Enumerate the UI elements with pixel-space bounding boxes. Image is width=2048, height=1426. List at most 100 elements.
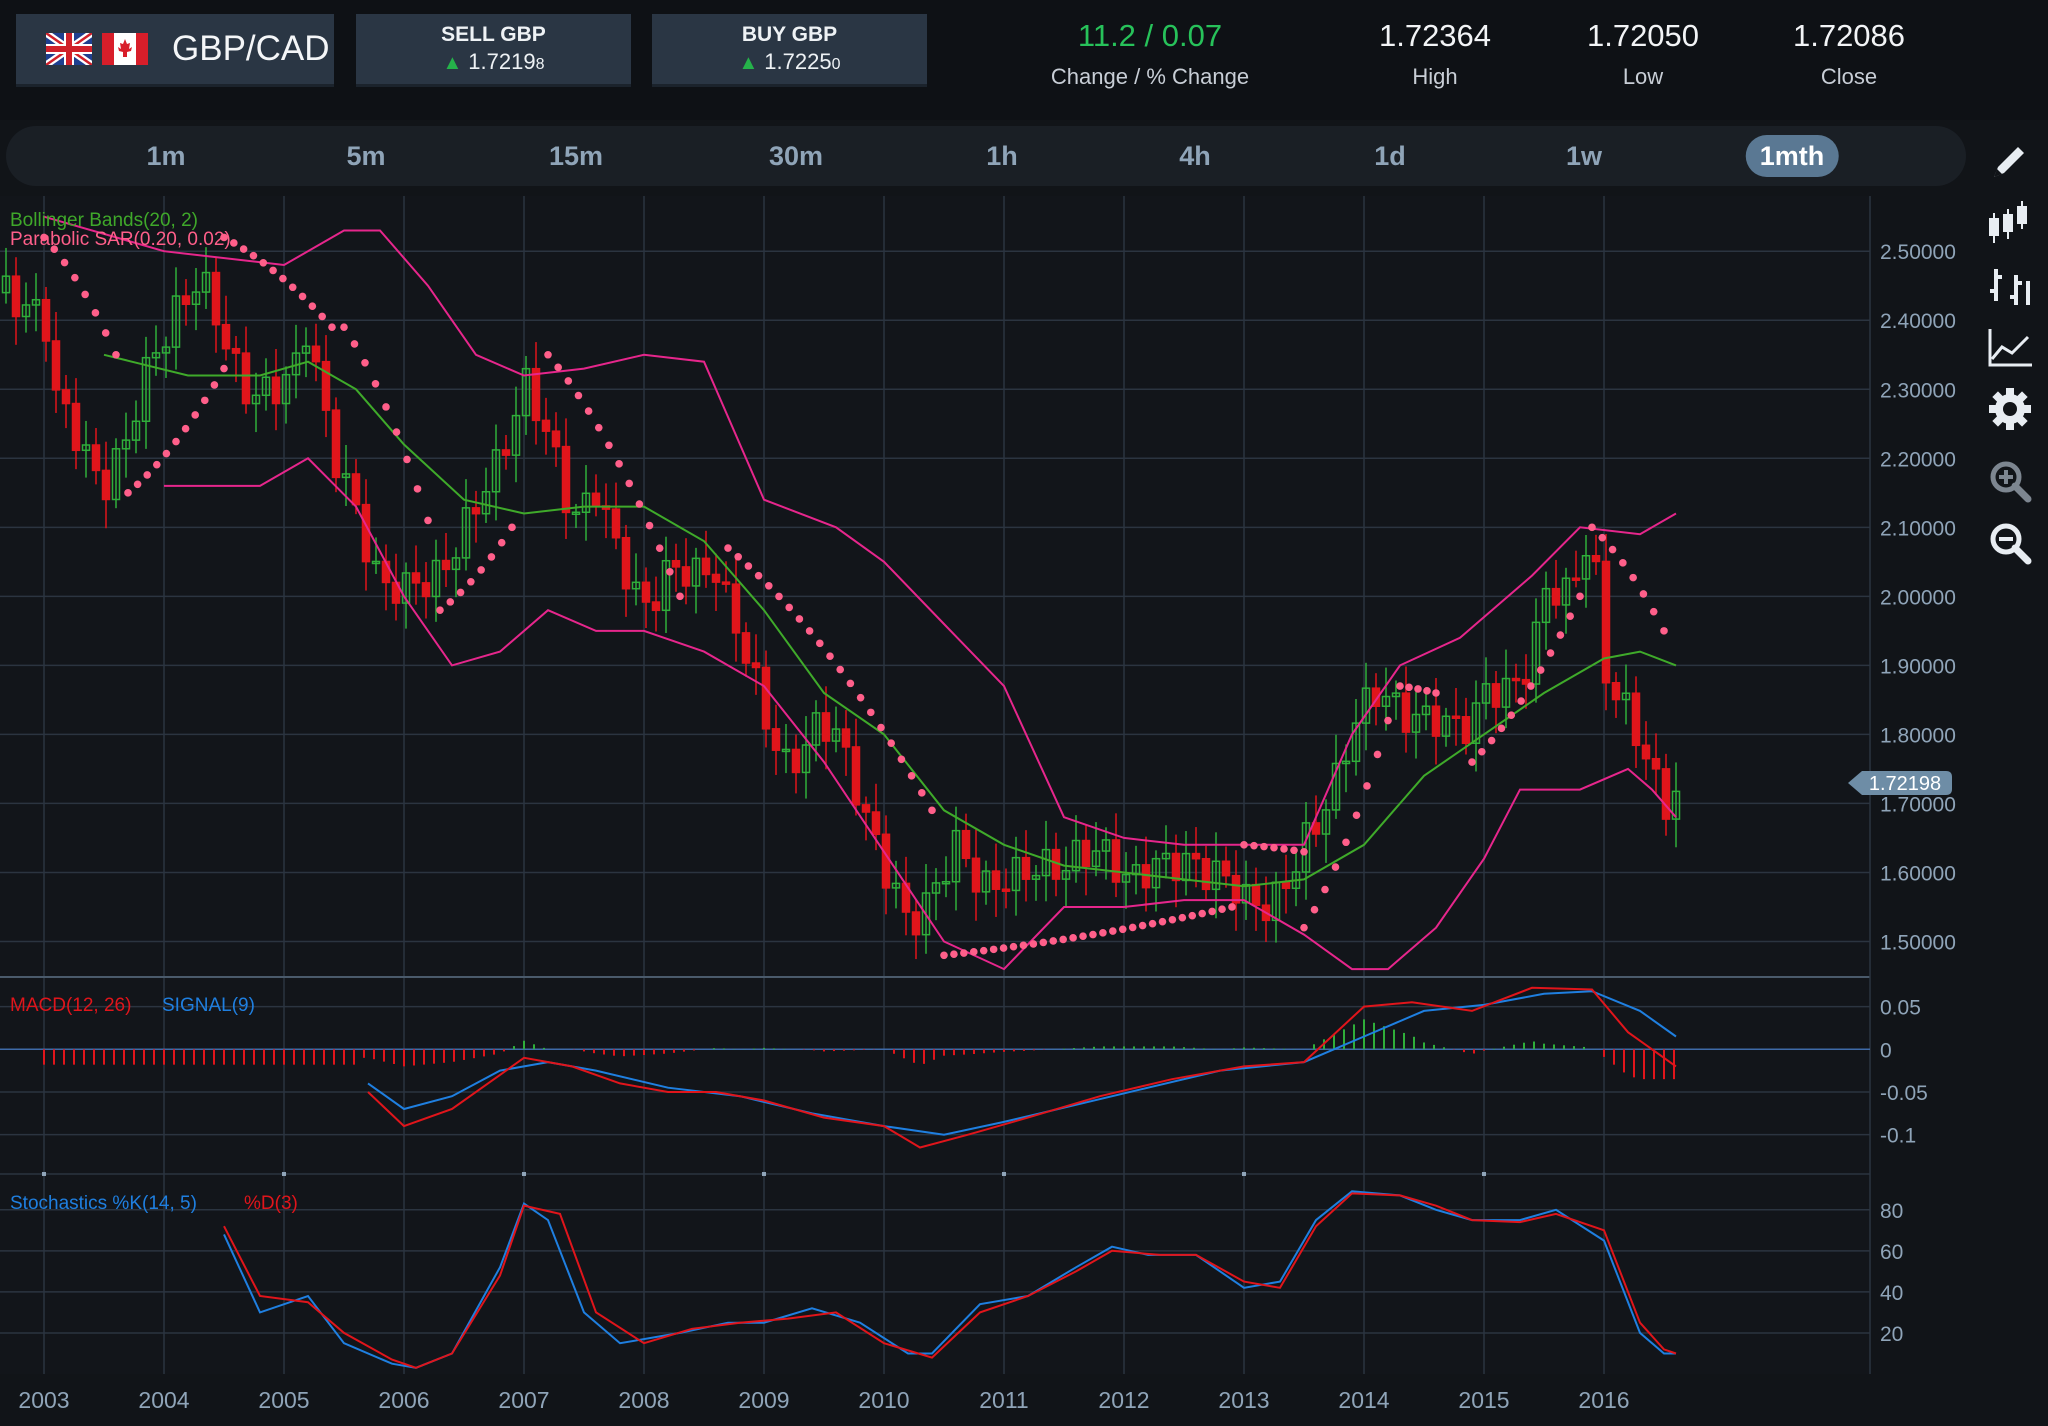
candle-body — [1521, 678, 1531, 685]
x-tick-label: 2012 — [1098, 1387, 1149, 1413]
y-tick-label: 2.10000 — [1880, 517, 1956, 540]
candle-body — [1421, 705, 1431, 716]
sar-dot — [1178, 913, 1187, 922]
sar-dot — [1331, 863, 1340, 871]
sar-dot — [969, 948, 978, 956]
candle-body — [1201, 857, 1211, 891]
zoom-out-button[interactable] — [1972, 512, 2048, 574]
sar-dot — [328, 323, 336, 331]
sar-dot — [424, 516, 432, 525]
candle-body — [981, 870, 991, 893]
macd-legend: MACD(12, 26) — [10, 995, 131, 1016]
candle-body — [761, 666, 771, 730]
y-tick-label: 80 — [1880, 1200, 1903, 1223]
sar-dot — [1649, 607, 1658, 616]
sar-dot — [950, 950, 958, 958]
sar-dot — [918, 789, 926, 797]
timeframe-4h[interactable]: 4h — [1179, 141, 1211, 171]
candle-body — [1551, 587, 1561, 606]
candle-body — [401, 572, 411, 604]
plot-background — [0, 196, 1870, 1374]
candle-body — [41, 298, 51, 342]
sar-dot — [1029, 940, 1038, 948]
sar-dot — [1240, 841, 1248, 849]
sar-dot — [71, 273, 79, 282]
sar-dot — [1423, 687, 1431, 695]
sar-dot — [805, 627, 814, 635]
zoom-in-button[interactable] — [1972, 450, 2048, 512]
line-chart-button[interactable] — [1972, 316, 2048, 378]
timeframe-1m[interactable]: 1m — [146, 141, 186, 171]
candle-body — [1231, 874, 1241, 904]
sar-dot — [1619, 559, 1627, 567]
chart-area[interactable]: 2.50000 2.40000 2.30000 2.20000 2.10000 2.000… — [0, 196, 1972, 1426]
sar-dot — [1079, 932, 1087, 940]
candle-body — [191, 291, 201, 306]
candlestick-chart-button[interactable] — [1972, 192, 2048, 254]
sar-dot — [584, 407, 593, 415]
candle-body — [1471, 702, 1481, 745]
sar-dot — [666, 567, 674, 576]
candle-body — [431, 559, 441, 598]
sar-dot — [724, 544, 732, 552]
settings-button[interactable] — [1972, 378, 2048, 440]
candle-body — [1061, 869, 1071, 880]
sar-dot — [836, 665, 844, 674]
sar-dot — [1660, 627, 1668, 635]
candle-body — [1021, 856, 1031, 880]
timeframe-1h[interactable]: 1h — [986, 141, 1018, 171]
sar-dot — [1009, 942, 1018, 951]
draw-tool-button[interactable] — [1972, 130, 2048, 192]
candle-body — [701, 557, 711, 576]
timeframe-15m[interactable]: 15m — [548, 141, 604, 171]
sar-dot — [1414, 685, 1422, 693]
change-value: 11.2 / 0.07 — [1077, 18, 1223, 53]
timeframe-1w[interactable]: 1w — [1565, 141, 1603, 171]
candle-body — [261, 376, 271, 397]
candle-body — [1041, 848, 1051, 877]
sar-dot — [1019, 941, 1028, 950]
candle-body — [581, 492, 591, 514]
sar-dot — [191, 411, 199, 419]
candle-body — [341, 473, 351, 479]
timeframe-1d[interactable]: 1d — [1374, 141, 1406, 171]
candle-body — [801, 744, 811, 774]
y-tick-label: 0 — [1880, 1039, 1892, 1062]
candle-body — [641, 581, 651, 603]
high-label: High — [1412, 64, 1458, 89]
sar-dot — [1218, 905, 1226, 914]
sar-dot — [259, 258, 268, 267]
candle-body — [111, 448, 121, 501]
candle-body — [141, 356, 151, 423]
candle-body — [1071, 839, 1081, 872]
sell-label: SELL GBP — [441, 23, 546, 46]
canada-flag-icon — [102, 33, 148, 65]
candle-body — [931, 882, 941, 894]
signal-line — [367, 990, 1677, 1136]
sell-button[interactable]: SELL GBP ▲ 1.72198 — [356, 14, 631, 87]
sar-dot — [91, 309, 100, 317]
sar-dot — [361, 358, 369, 367]
currency-pair-selector[interactable]: GBP/CAD — [16, 14, 334, 87]
candle-body — [21, 304, 31, 318]
sar-dot — [1290, 846, 1298, 855]
sar-dot — [676, 592, 684, 601]
close-value: 1.72086 — [1792, 18, 1906, 53]
candle-body — [1241, 883, 1251, 904]
buy-button[interactable]: BUY GBP ▲ 1.72250 — [652, 14, 927, 87]
sar-dot — [1507, 711, 1516, 719]
sar-dot — [887, 739, 895, 747]
timeframe-5m[interactable]: 5m — [346, 141, 386, 171]
candle-body — [121, 439, 131, 450]
timeframe-1mth[interactable]: 1mth — [1745, 135, 1839, 177]
bar-chart-button[interactable] — [1972, 254, 2048, 316]
candle-body — [1671, 790, 1681, 820]
candle-body — [81, 444, 91, 452]
sar-dot — [1059, 935, 1067, 944]
sar-dot — [1109, 927, 1117, 935]
sar-dot — [795, 615, 804, 623]
timeframe-30m[interactable]: 30m — [768, 141, 824, 171]
candle-body — [991, 870, 1001, 890]
sar-dot — [574, 391, 583, 400]
candle-body — [1511, 677, 1521, 682]
